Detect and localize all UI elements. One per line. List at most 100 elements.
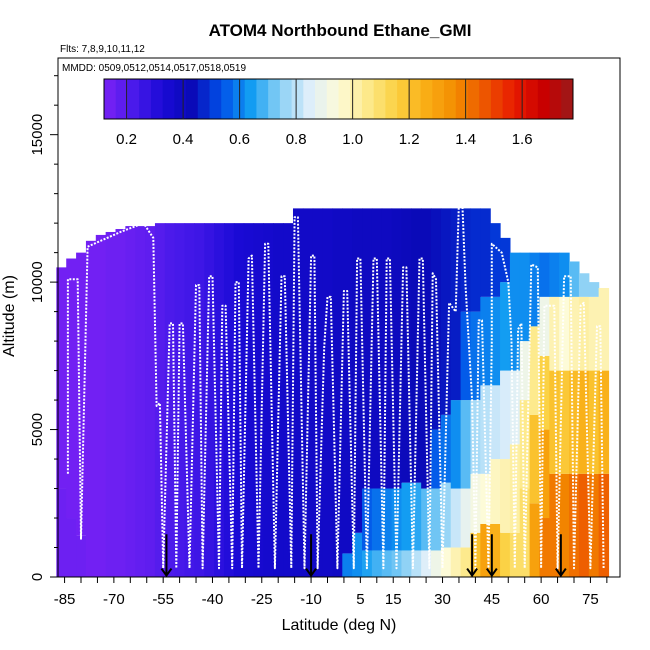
heatmap-cell [509,370,521,445]
colorbar-swatch [279,79,293,119]
x-tick-label: -55 [152,591,174,608]
heatmap-cell [371,488,383,551]
x-tick-label: -40 [202,591,224,608]
arrow-marker [160,534,173,578]
colorbar-tick-label: 1.2 [399,131,420,148]
heatmap-cell [125,226,136,577]
colorbar-swatch [291,79,304,119]
heatmap-cell [490,223,501,297]
colorbar-swatch [115,79,128,119]
flight-track-line [66,198,605,570]
colorbar-swatch [162,79,175,119]
heatmap-cell [184,223,195,577]
heatmap-cell [401,482,412,551]
x-tick-label: -70 [103,591,125,608]
heatmap-cell [470,400,481,474]
heatmap-cell [460,311,472,401]
colorbar-swatch [174,79,187,119]
heatmap-cell [460,400,472,489]
colorbar [103,78,574,120]
colorbar-swatch [326,79,339,119]
colorbar-swatch [361,79,375,119]
arrow-marker [486,534,498,578]
colorbar-swatch [455,79,468,119]
heatmap-cell [174,223,186,577]
heatmap-cell [549,252,560,297]
x-tick-label: -10 [300,591,322,608]
colorbar-swatch [232,79,246,119]
heatmap-cell [85,240,97,577]
heatmap-cell [431,208,442,430]
heatmap-cell [529,326,541,415]
heatmap-cell [135,226,146,577]
heatmap-cell [559,296,570,371]
colorbar-tick-labels: 0.2 0.4 0.6 0.8 1.0 1.2 1.4 1.6 [116,131,532,148]
colorbar-swatch [150,79,164,119]
heatmap-cell [302,208,314,577]
heatmap-cell [559,370,570,474]
heatmap-cell [421,550,432,577]
heatmap-cell [194,223,205,577]
heatmap-cell [480,296,491,386]
colorbar-swatch [444,79,457,119]
colorbar-swatch [467,79,480,119]
heatmap-cell [253,223,265,577]
colorbar-swatch [338,79,351,119]
heatmap-cell [588,473,600,577]
colorbar-tick-label: 0.4 [173,131,194,148]
colorbar-swatch [268,79,281,119]
heatmap-cell [352,532,363,577]
x-tick-label: 60 [533,591,550,608]
x-tick-label: -25 [251,591,273,608]
colorbar-swatch [221,79,234,119]
heatmap-cell [76,252,87,536]
colorbar-swatch [209,79,222,119]
heatmap-cell [500,282,511,371]
heatmap-cell [539,429,550,519]
heatmap-cell [470,208,481,312]
heatmap-cell [76,535,87,577]
plot-area-frame [57,57,621,578]
heatmap-cell [598,370,610,474]
heatmap-cell [381,488,393,551]
colorbar-swatch [537,79,551,119]
heatmap-cell [411,482,422,551]
heatmap-cell [431,429,442,489]
heatmap-cell [588,282,600,297]
heatmap-cell [559,252,570,297]
colorbar-swatch [420,79,433,119]
heatmap-cell [342,208,353,554]
heatmap-cell [490,459,501,524]
heatmap-cell [223,223,235,577]
heatmap-cell [332,208,343,577]
heatmap-cell [549,370,560,474]
y-axis-label: Altitude (m) [1,275,18,357]
colorbar-swatch [549,79,562,119]
heatmap-cell [401,208,412,483]
heatmap-cell [371,208,383,489]
heatmap-cell [539,518,550,577]
colorbar-swatch [139,79,152,119]
heatmap-cell [440,547,452,577]
heatmap-cell [342,553,353,577]
heatmap-cell [539,296,550,356]
x-tick-label: 30 [434,591,451,608]
colorbar-swatch [514,79,527,119]
heatmap-cell [490,385,501,460]
heatmap-cell [292,208,304,577]
heatmap-cell [559,473,570,577]
heatmap-cell [371,550,383,577]
colorbar-swatch [127,79,140,119]
colorbar-tick-label: 1.4 [455,131,476,148]
colorbar-swatch [303,79,316,119]
heatmap-cell [440,208,452,415]
heatmap-cell [500,370,511,460]
colorbar-swatch [350,79,363,119]
heatmap-cell [450,547,462,577]
heatmap-cell [214,223,225,577]
heatmap-cell [115,229,126,577]
heatmap-cell [500,459,511,533]
x-axis-label: Latitude (deg N) [282,617,397,634]
y-axis: 0 5000 10000 15000 [29,75,58,581]
x-axis: -85 -70 -55 -40 -25 -10 5 15 30 45 60 75 [54,577,608,608]
